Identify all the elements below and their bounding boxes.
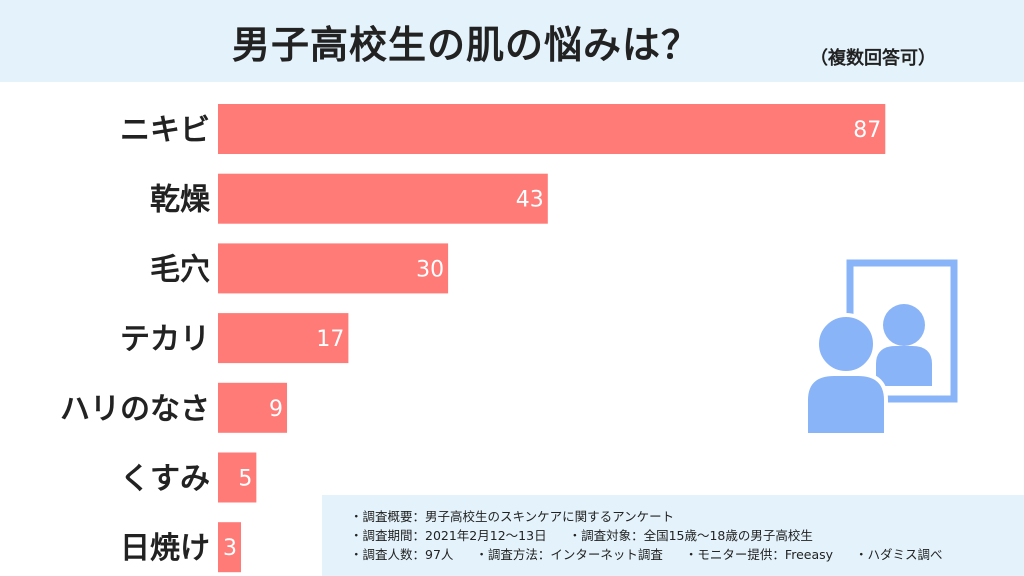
bar-3 bbox=[218, 313, 349, 364]
category-label-3: テカリ bbox=[120, 322, 210, 357]
bar-5 bbox=[218, 452, 257, 503]
value-label-3: 17 bbox=[316, 327, 344, 352]
note-survey-target: ・調査対象：全国15歳〜18歳の男子高校生 bbox=[568, 528, 813, 543]
category-label-5: くすみ bbox=[120, 462, 210, 497]
bar-4 bbox=[218, 382, 288, 433]
value-label-5: 5 bbox=[238, 467, 252, 492]
page-subtitle: （複数回答可） bbox=[810, 48, 936, 69]
note-survey-period: ・調査期間：2021年2月12〜13日 bbox=[350, 528, 547, 543]
category-label-6: 日焼け bbox=[120, 531, 210, 566]
note-research-by: ・ハダミス調べ bbox=[855, 547, 943, 562]
note-respondents: ・調査人数：97人 bbox=[350, 547, 454, 562]
value-label-0: 87 bbox=[853, 118, 881, 143]
category-label-2: 毛穴 bbox=[150, 252, 210, 287]
bar-0 bbox=[218, 104, 886, 154]
value-label-4: 9 bbox=[269, 397, 283, 422]
note-monitor: ・モニター提供：Freeasy bbox=[684, 547, 834, 562]
category-label-4: ハリのなさ bbox=[60, 392, 210, 427]
value-label-2: 30 bbox=[416, 257, 444, 282]
value-label-6: 3 bbox=[223, 536, 237, 561]
notes-row-3: ・調査人数：97人 ・調査方法：インターネット調査 ・モニター提供：Freeasy ・… bbox=[350, 545, 1024, 564]
note-survey-overview: ・調査概要：男子高校生のスキンケアに関するアンケート bbox=[350, 509, 675, 524]
survey-notes: ・調査概要：男子高校生のスキンケアに関するアンケート ・調査期間：2021年2月… bbox=[322, 495, 1024, 576]
notes-row-1: ・調査概要：男子高校生のスキンケアに関するアンケート bbox=[350, 507, 1024, 526]
bar-6 bbox=[218, 522, 242, 573]
bar-1 bbox=[218, 173, 548, 224]
notes-row-2: ・調査期間：2021年2月12〜13日 ・調査対象：全国15歳〜18歳の男子高校生 bbox=[350, 526, 1024, 545]
note-method: ・調査方法：インターネット調査 bbox=[475, 547, 663, 562]
category-label-1: 乾燥 bbox=[150, 183, 211, 218]
value-label-1: 43 bbox=[516, 188, 544, 213]
mirror-person-icon bbox=[804, 259, 958, 437]
category-label-0: ニキビ bbox=[120, 113, 210, 148]
page-title: 男子高校生の肌の悩みは？ bbox=[232, 23, 701, 67]
title-banner bbox=[0, 0, 1024, 82]
bar-2 bbox=[218, 243, 449, 294]
